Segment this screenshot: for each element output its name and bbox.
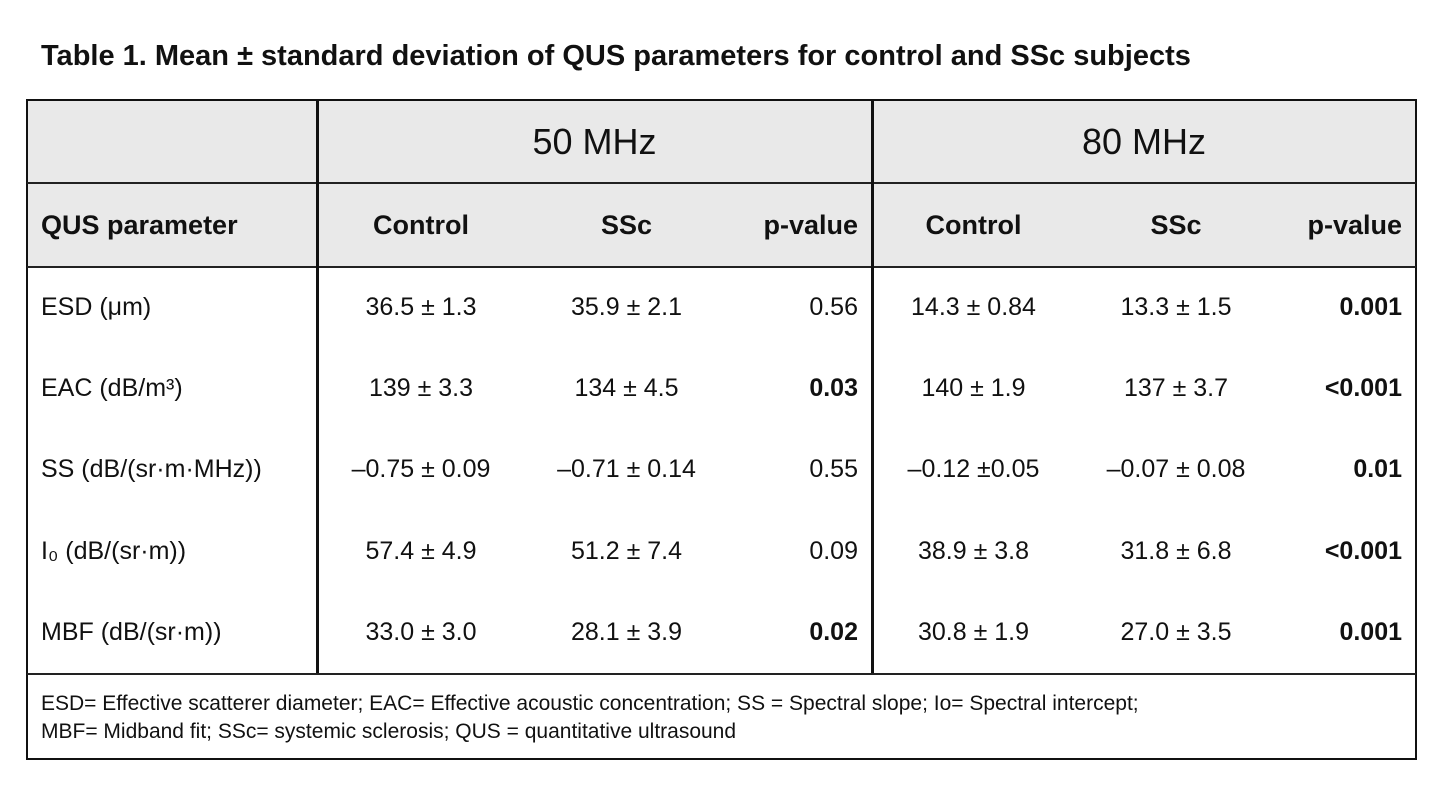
data-cell: 38.9 ± 3.8 [917, 536, 1030, 565]
data-cell: 33.0 ± 3.0 [365, 617, 477, 646]
data-cell: 0.55 [809, 455, 858, 484]
column-header: Control [373, 209, 469, 240]
data-cell: –0.12 ±0.05 [907, 455, 1040, 484]
column-header: Control [925, 209, 1022, 240]
column-divider [316, 100, 319, 673]
footnote: ESD= Effective scatterer diameter; EAC= … [41, 692, 1139, 715]
data-cell: 0.001 [1339, 293, 1402, 322]
data-cell: 13.3 ± 1.5 [1120, 293, 1232, 322]
data-cell: –0.71 ± 0.14 [557, 455, 696, 484]
data-cell: 35.9 ± 2.1 [570, 293, 683, 322]
data-cell: 57.4 ± 4.9 [365, 536, 477, 565]
rule [27, 673, 1416, 675]
data-cell: 30.8 ± 1.9 [917, 617, 1030, 646]
data-cell: 0.03 [809, 374, 858, 403]
data-cell: <0.001 [1324, 374, 1402, 403]
rule [27, 266, 1416, 268]
data-cell: 134 ± 4.5 [574, 374, 679, 403]
data-cell: 0.001 [1339, 617, 1402, 646]
data-cell: 28.1 ± 3.9 [570, 617, 683, 646]
column-header: SSc [1150, 209, 1202, 240]
data-cell: 14.3 ± 0.84 [911, 293, 1036, 322]
data-cell: 0.01 [1353, 455, 1402, 484]
data-cell: 137 ± 3.7 [1123, 374, 1229, 403]
column-header: SSc [600, 209, 653, 240]
data-cell: 51.2 ± 7.4 [570, 536, 683, 565]
table-title: Table 1. Mean ± standard deviation of QU… [41, 40, 1191, 72]
data-cell: –0.75 ± 0.09 [351, 455, 491, 484]
data-cell: –0.07 ± 0.08 [1106, 455, 1246, 484]
data-cell: 27.0 ± 3.5 [1120, 617, 1232, 646]
data-cell: 0.56 [809, 293, 858, 322]
table-frame [26, 99, 1417, 760]
row-label: MBF (dB/(sr·m)) [41, 617, 222, 646]
group-header: 50 MHz [532, 120, 657, 162]
data-cell: 0.09 [809, 536, 858, 565]
data-cell: 36.5 ± 1.3 [365, 293, 477, 322]
data-cell: 0.02 [809, 617, 858, 646]
data-cell: 31.8 ± 6.8 [1120, 536, 1232, 565]
column-header: p-value [763, 209, 858, 240]
footnote: MBF= Midband fit; SSc= systemic sclerosi… [41, 720, 737, 743]
row-label: EAC (dB/m³) [41, 374, 183, 403]
column-divider [871, 100, 874, 673]
column-header: p-value [1307, 209, 1402, 240]
data-cell: 139 ± 3.3 [368, 374, 474, 403]
row-label: I₀ (dB/(sr·m)) [41, 536, 187, 565]
group-header: 80 MHz [1081, 120, 1207, 162]
rule [27, 182, 1416, 184]
row-label: ESD (μm) [41, 293, 152, 322]
data-cell: <0.001 [1324, 536, 1402, 565]
column-header: QUS parameter [41, 209, 238, 240]
row-label: SS (dB/(sr·m·MHz)) [41, 455, 262, 484]
data-cell: 140 ± 1.9 [921, 374, 1026, 403]
